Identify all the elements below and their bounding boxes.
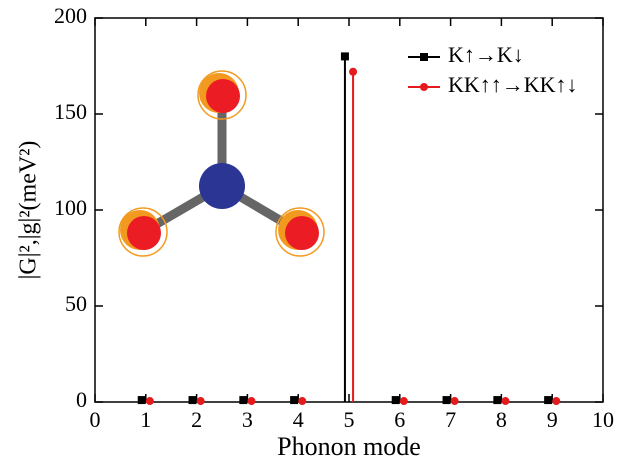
x-tick-label: 3: [242, 407, 253, 432]
x-tick-label: 2: [191, 407, 202, 432]
x-tick-label: 6: [394, 407, 405, 432]
marker: [145, 397, 154, 406]
x-tick-label: 0: [90, 407, 101, 432]
x-tick-label: 8: [496, 407, 507, 432]
legend-label: K↑→K↓: [448, 42, 524, 67]
marker: [552, 397, 561, 406]
x-tick-label: 1: [140, 407, 151, 432]
x-tick-label: 9: [547, 407, 558, 432]
marker: [137, 396, 146, 405]
marker: [442, 396, 451, 405]
marker: [340, 52, 349, 61]
marker: [391, 396, 400, 405]
marker: [290, 396, 299, 405]
marker: [544, 396, 553, 405]
marker: [420, 53, 428, 61]
x-tick-label: 5: [344, 407, 355, 432]
marker: [493, 396, 502, 405]
y-tick-label: 200: [54, 3, 87, 28]
marker: [298, 397, 307, 406]
y-tick-label: 0: [76, 387, 87, 412]
marker: [239, 396, 248, 405]
x-axis-label: Phonon mode: [277, 432, 421, 461]
y-tick-label: 150: [54, 99, 87, 124]
marker: [501, 397, 510, 406]
marker: [196, 397, 205, 406]
marker: [399, 397, 408, 406]
marker: [450, 397, 459, 406]
legend-label: KK↑↑→KK↑↓: [448, 72, 578, 97]
marker: [188, 396, 197, 405]
marker: [420, 83, 428, 91]
y-axis-label: |G|²,|g|²(meV²): [16, 141, 42, 280]
marker: [349, 67, 358, 76]
x-tick-label: 4: [293, 407, 304, 432]
y-tick-label: 50: [65, 291, 87, 316]
molecule-illustration: [118, 70, 325, 257]
x-tick-label: 10: [592, 407, 614, 432]
marker: [247, 397, 256, 406]
x-tick-label: 7: [445, 407, 456, 432]
y-tick-label: 100: [54, 195, 87, 220]
